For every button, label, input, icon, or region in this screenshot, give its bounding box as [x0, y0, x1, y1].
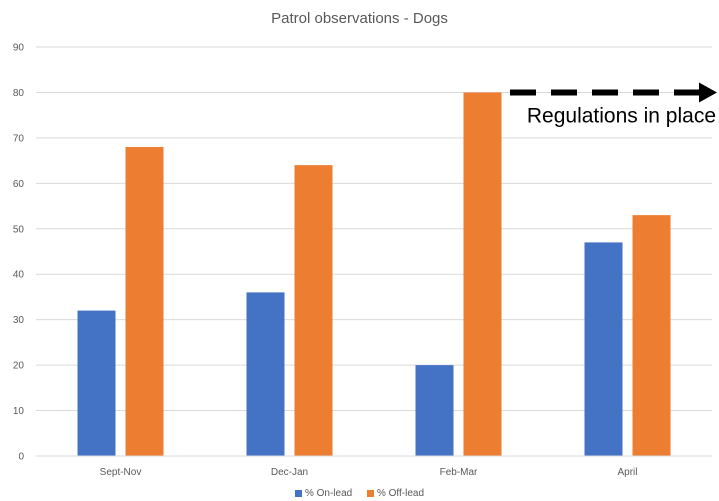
- bar-on-lead: [246, 292, 285, 456]
- y-tick-label: 90: [13, 43, 25, 54]
- legend-item-off-lead: % Off-lead: [366, 488, 425, 499]
- legend: % On-lead % Off-lead: [0, 488, 719, 500]
- bar-off-lead: [463, 92, 502, 456]
- legend-swatch-on-lead: [294, 490, 302, 497]
- chart-title: Patrol observations - Dogs: [271, 10, 448, 27]
- bar-on-lead: [415, 365, 454, 456]
- bars: [77, 92, 671, 456]
- y-tick-label: 10: [13, 406, 25, 417]
- x-axis-tick-labels: Sept-Nov Dec-Jan Feb-Mar April: [100, 467, 638, 478]
- y-tick-label: 50: [13, 224, 25, 235]
- y-tick-label: 0: [18, 452, 24, 463]
- bar-on-lead: [77, 310, 116, 456]
- legend-swatch-off-lead: [366, 490, 374, 497]
- x-tick-label: Feb-Mar: [440, 467, 478, 478]
- x-tick-label: Dec-Jan: [271, 467, 308, 478]
- x-tick-label: Sept-Nov: [100, 467, 142, 478]
- regulations-arrow: [510, 82, 717, 103]
- legend-label-on-lead: % On-lead: [304, 488, 353, 499]
- y-tick-label: 30: [13, 315, 25, 326]
- x-tick-label: April: [617, 467, 637, 478]
- y-axis-tick-labels: 0 10 20 30 40 50 60 70 80 90: [13, 43, 25, 463]
- bar-off-lead: [632, 215, 671, 456]
- y-tick-label: 20: [13, 361, 25, 372]
- bar-on-lead: [584, 242, 623, 456]
- regulations-annotation: Regulations in place: [527, 104, 716, 127]
- y-tick-label: 40: [13, 270, 25, 281]
- bar-off-lead: [125, 146, 164, 456]
- legend-item-on-lead: % On-lead: [294, 488, 353, 499]
- bar-off-lead: [294, 165, 333, 456]
- y-tick-label: 80: [13, 88, 25, 99]
- legend-label-off-lead: % Off-lead: [376, 488, 425, 499]
- arrow-head-icon: [699, 82, 717, 103]
- y-tick-label: 70: [13, 133, 25, 144]
- y-tick-label: 60: [13, 179, 25, 190]
